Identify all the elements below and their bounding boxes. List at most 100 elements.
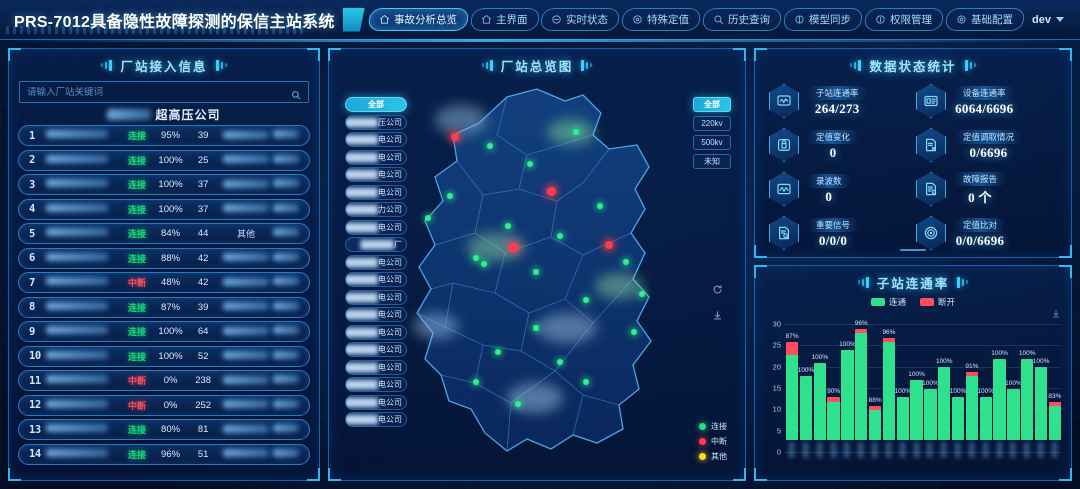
stat-item[interactable]: 重要信号 0/0/0 [769,213,910,253]
company-filter-item[interactable]: ███████ 力公司 [345,202,407,217]
panel-collapse-handle[interactable] [900,249,926,251]
chart-bar[interactable]: 96% [855,320,868,440]
chart-bar[interactable]: 100% [922,324,939,440]
chart-bar[interactable]: 100% [798,324,814,440]
stat-item[interactable]: 定值调取情况 0/6696 [916,125,1057,165]
row-action[interactable] [273,252,300,264]
user-menu[interactable]: dev [1032,14,1064,26]
map-marker-connected[interactable] [583,379,589,385]
map-marker-connected[interactable] [623,259,629,265]
map-marker-connected[interactable] [425,215,431,221]
stat-item[interactable]: 子站连通率 264/273 [769,81,910,121]
company-filter-item[interactable]: ███████ 电公司 [345,342,407,357]
station-row[interactable]: 14 连接 96% 51 [18,443,310,465]
download-icon[interactable] [1051,306,1061,324]
search-input[interactable] [27,86,291,98]
row-action[interactable] [273,277,300,288]
company-filter-item[interactable]: ███████ 压公司 [345,114,407,130]
station-row[interactable]: 10 连接 100% 52 [18,345,310,367]
map-marker-interrupted[interactable] [605,241,613,249]
map-marker-connected[interactable] [481,261,487,267]
chart-bar[interactable]: 100% [977,324,994,440]
download-icon[interactable] [712,308,723,326]
company-filter-item[interactable]: ███████ 电公司 [345,132,407,147]
map-marker-connected[interactable] [557,359,563,365]
company-filter-item[interactable]: ███████ 电公司 [345,184,407,200]
row-action[interactable] [273,203,300,215]
row-action[interactable] [273,326,300,337]
row-action[interactable] [273,130,300,141]
chart-legend-item[interactable]: 连通 [870,296,906,308]
map-marker-connected[interactable] [631,329,637,335]
chart-bar[interactable]: 100% [1005,324,1022,440]
chart-bar[interactable]: 100% [894,324,911,440]
map-marker-connected[interactable] [597,203,603,209]
tab-1[interactable]: 事故分析总览 [367,8,470,31]
station-row[interactable]: 7 中断 48% 42 [18,272,310,293]
station-row[interactable]: 9 连接 100% 64 [18,321,310,342]
chart-bar[interactable]: 91% [965,324,978,440]
map-marker-connected[interactable] [639,291,645,297]
company-filter-item[interactable]: ███████ 电公司 [345,254,407,270]
company-filter-item[interactable]: ███████ 电公司 [345,219,407,235]
company-filter-item[interactable]: ███████ 电公司 [345,289,407,305]
station-row[interactable]: 12 中断 0% 252 [18,394,310,416]
stat-item[interactable]: 设备连通率 6064/6696 [916,81,1057,121]
chart-legend-item[interactable]: 断开 [920,296,955,308]
chart-bar[interactable]: 87% [786,324,799,440]
stat-item[interactable]: 定值变化 0 [769,125,910,165]
map-marker-connected[interactable] [473,255,479,261]
map-marker-interrupted[interactable] [547,187,556,196]
tab-3[interactable]: 实时状态 [539,8,621,31]
chart-bar[interactable]: 83% [1048,324,1061,440]
station-row[interactable]: 13 连接 80% 81 [18,419,310,440]
stat-item[interactable]: 定值比对 0/0/6696 [916,213,1057,253]
chart-bar[interactable]: 100% [1019,324,1036,440]
station-row[interactable]: 5 连接 84% 44 其他 [18,223,310,244]
company-filter-item[interactable]: ███████ 电公司 [345,377,407,392]
company-filter-item[interactable]: ███████ 电公司 [345,307,407,322]
tab-4[interactable]: 特殊定值 [620,8,702,31]
chart-bar[interactable]: 96% [882,324,895,440]
station-row[interactable]: 4 连接 100% 37 [18,198,310,220]
chart-bar[interactable]: 100% [908,324,925,440]
company-filter-item[interactable]: 全部 [345,97,407,112]
chart-bar[interactable]: 100% [936,324,953,440]
voltage-filter-option[interactable]: 未知 [693,154,731,169]
stat-item[interactable]: 故障报告 0 个 [916,169,1057,209]
row-action[interactable] [273,350,300,362]
chart-bar[interactable]: 88% [869,324,882,440]
station-row[interactable]: 1 连接 95% 39 [18,125,310,146]
chart-bar[interactable]: 100% [1033,324,1049,440]
refresh-icon[interactable] [712,282,723,300]
map-marker-connected[interactable] [505,223,511,229]
company-filter-item[interactable]: ███████ 电公司 [345,412,407,427]
chart-bar[interactable]: 100% [812,324,828,440]
map-marker-connected[interactable] [583,297,589,303]
chart-bar[interactable]: 90% [827,324,840,440]
station-row[interactable]: 8 连接 87% 39 [18,296,310,318]
map-marker-connected[interactable] [533,269,539,275]
station-row[interactable]: 6 连接 88% 42 [18,247,310,269]
map-marker-connected[interactable] [447,193,453,199]
chart-bar[interactable]: 100% [839,324,856,440]
company-filter-item[interactable]: ███████ 电公司 [345,167,407,182]
map-marker-interrupted[interactable] [451,133,459,141]
row-action[interactable] [273,228,300,239]
chart-bar[interactable]: 100% [991,324,1008,440]
company-filter-item[interactable]: ███████ 电公司 [345,324,407,340]
row-action[interactable] [273,301,300,313]
row-action[interactable] [273,179,300,190]
tab-2[interactable]: 主界面 [469,8,540,31]
map-marker-connected[interactable] [527,161,533,167]
stat-item[interactable]: 录波数 0 [769,169,910,209]
tab-8[interactable]: 基础配置 [944,8,1026,31]
map-area[interactable]: 全部 ███████ 压公司 ███████ 电公司 ███████ 电公司 ███████ 电… [329,77,745,480]
station-search-box[interactable] [19,81,309,103]
tab-6[interactable]: 模型同步 [782,8,864,31]
voltage-filter-option[interactable]: 220kv [693,116,731,131]
map-marker-connected[interactable] [473,379,479,385]
map-marker-connected[interactable] [495,349,501,355]
row-action[interactable] [273,424,300,435]
chart-bar[interactable]: 100% [950,324,966,440]
